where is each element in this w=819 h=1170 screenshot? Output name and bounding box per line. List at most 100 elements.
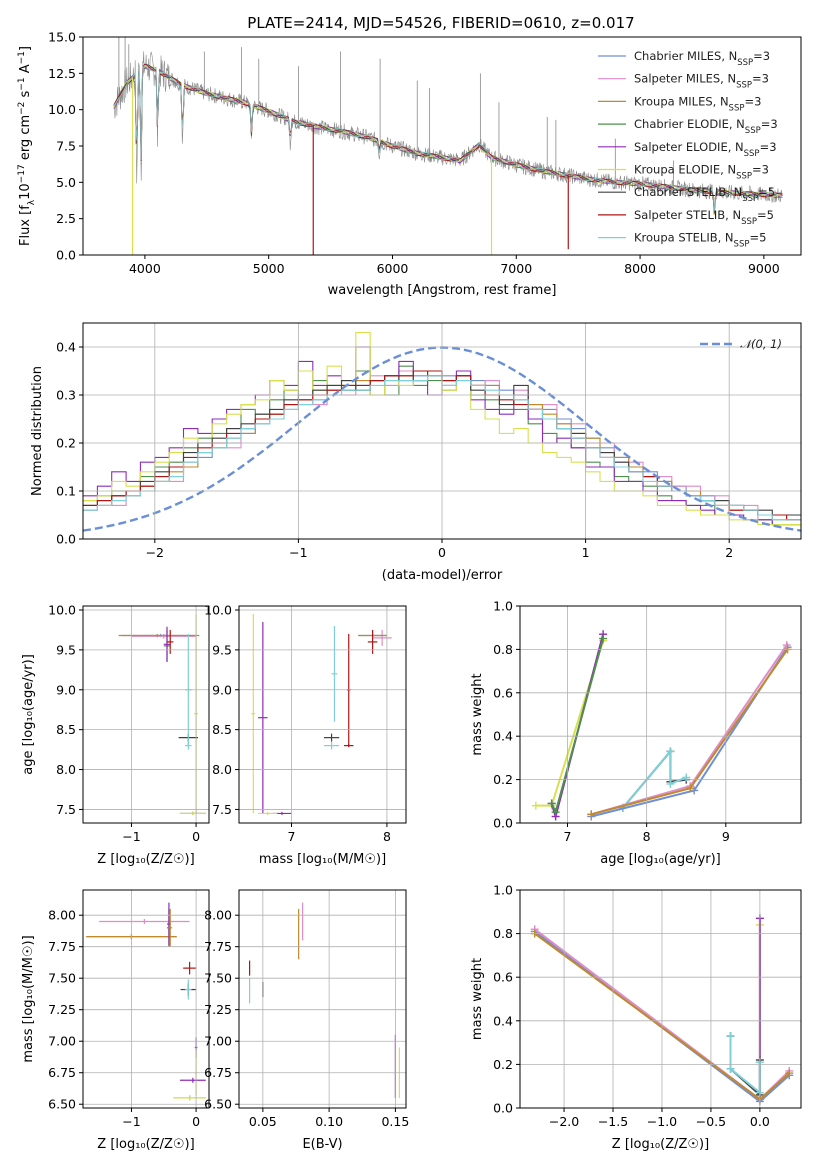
chart-spectrum: 4000 5000 6000 7000 8000 9000 0.0 2.5 5.0 7.5 10.0… (17, 30, 802, 298)
y-tick-label: 15.0 (48, 30, 76, 45)
y-tick-label: 0.8 (493, 926, 513, 941)
data-point (323, 733, 340, 742)
legend-entry: Kroupa STELIB, NSSP=5 (634, 231, 766, 250)
y-tick-label: 0.6 (493, 685, 513, 700)
y-tick-label: 0.8 (493, 642, 513, 657)
model-spectrum-kroupa-elodie (113, 65, 783, 216)
axes-frame (519, 605, 802, 824)
y-tick-label: 10.0 (204, 602, 232, 617)
x-tick-label: 2 (725, 545, 733, 560)
y-tick-label: 6.75 (204, 1065, 232, 1080)
y-tick-label: 0.6 (493, 970, 513, 985)
plot-area (113, 37, 783, 255)
y-tick-label: 7.5 (56, 139, 76, 154)
y-tick-label: 7.50 (204, 971, 232, 986)
y-tick-label: 9.0 (212, 682, 232, 697)
x-tick-label: 7 (564, 829, 572, 844)
x-tick-label: 0.15 (381, 1114, 409, 1129)
point-marker (726, 1064, 735, 1073)
point-marker (782, 641, 791, 650)
y-tick-label: 8.00 (48, 908, 76, 923)
y-axis-label: mass [log₁₀(M/M☉)] (21, 935, 36, 1062)
x-tick-label: 8 (643, 829, 651, 844)
data-point (179, 1077, 206, 1083)
x-axis-label: Z [log₁₀(Z/Z☉)] (97, 852, 194, 867)
point-marker (599, 634, 608, 643)
data-point (258, 811, 278, 816)
y-tick-label: 10.0 (48, 102, 76, 117)
x-tick-label: −1 (122, 1114, 140, 1129)
model-spectrum-kroupa-stelib (113, 65, 783, 212)
chart-weight-vs-age: 7 8 9 0.0 0.2 0.4 0.6 0.8 1.0 age [log₁₀(age/yr)]… (470, 599, 802, 867)
legend-entry: 𝒩(0, 1) (740, 337, 782, 351)
y-tick-label: 0.1 (56, 484, 76, 499)
legend-entry: Salpeter MILES, NSSP=3 (634, 72, 769, 91)
axes-frame (82, 605, 210, 824)
x-tick-label: −2.0 (549, 1114, 579, 1129)
y-axis-label: mass weight (470, 673, 485, 755)
y-tick-label: 5.0 (56, 175, 76, 190)
x-tick-label: 0.05 (249, 1114, 277, 1129)
y-tick-label: 6.75 (48, 1065, 76, 1080)
point-marker (666, 747, 675, 756)
plot-area (249, 902, 400, 1098)
y-tick-label: 0.2 (493, 1057, 513, 1072)
y-tick-label: 0.0 (56, 248, 76, 263)
chart-mass-vs-metallicity: −1 0 6.50 6.75 7.00 7.25 7.50 7.75 8.00 Z [log₁₀(… (21, 889, 210, 1152)
figure-title: PLATE=2414, MJD=54526, FIBERID=0610, z=0… (247, 14, 634, 32)
legend-entry: Chabrier STELIB, NSSP=5 (634, 185, 775, 204)
x-tick-label: 4000 (129, 261, 161, 276)
observed-spectrum (113, 51, 783, 211)
x-axis-label: wavelength [Angstrom, rest frame] (328, 283, 557, 298)
x-tick-label: 1 (582, 545, 590, 560)
legend: Chabrier MILES, NSSP=3 Salpeter MILES, NS… (598, 49, 778, 250)
y-tick-label: 7.00 (204, 1034, 232, 1049)
x-axis-label: (data-model)/error (382, 568, 503, 583)
data-point (185, 979, 192, 1000)
data-point (131, 633, 197, 639)
y-tick-label: 7.25 (48, 1002, 76, 1017)
chart-age-vs-mass: 7 8 7.5 8.0 8.5 9.0 9.5 10.0 mass [log₁₀(M/M☉)] (204, 602, 407, 867)
axes-frame (82, 889, 210, 1109)
chart-mass-vs-ebv: 0.05 0.10 0.15 6.50 6.75 7.00 7.25 7.50 7.75 8.00… (204, 889, 409, 1152)
series-line-chabrier-miles (590, 646, 789, 818)
point-marker (551, 808, 560, 817)
data-point (99, 918, 190, 925)
x-tick-label: 0.10 (315, 1114, 343, 1129)
series-line-chabrier-stelib (729, 1036, 761, 1098)
legend-entry: Kroupa MILES, NSSP=3 (634, 94, 761, 113)
point-marker (666, 779, 675, 788)
x-tick-label: 7 (288, 829, 296, 844)
x-tick-label: −1.5 (598, 1114, 628, 1129)
legend-entry: Salpeter STELIB, NSSP=5 (634, 208, 774, 227)
data-point (323, 741, 340, 750)
y-tick-label: 7.50 (48, 971, 76, 986)
point-marker (547, 799, 556, 808)
series-line-kroupa-elodie (535, 640, 605, 807)
x-tick-label: 0 (192, 829, 200, 844)
x-tick-label: 0 (192, 1114, 200, 1129)
y-axis-label: mass weight (470, 958, 485, 1040)
legend-entry: Kroupa ELODIE, NSSP=3 (634, 163, 769, 182)
x-tick-label: 8 (383, 829, 391, 844)
y-axis-label: Normed distribution (30, 366, 45, 496)
x-axis-label: Z [log₁₀(Z/Z☉)] (612, 1137, 709, 1152)
y-tick-label: 8.5 (56, 722, 76, 737)
x-tick-label: 8000 (624, 261, 656, 276)
x-axis-label: mass [log₁₀(M/M☉)] (259, 852, 386, 867)
y-tick-label: 7.5 (212, 802, 232, 817)
axes-frame (238, 605, 407, 824)
chart-age-vs-metallicity: −1 0 7.5 8.0 8.5 9.0 9.5 10.0 Z [log₁₀(Z/Z☉)] age… (21, 602, 210, 867)
x-tick-label: 9 (722, 829, 730, 844)
data-point (251, 613, 256, 814)
y-tick-label: 7.25 (204, 1002, 232, 1017)
y-tick-label: 6.50 (204, 1097, 232, 1112)
data-point (372, 629, 392, 646)
y-tick-label: 9.5 (212, 642, 232, 657)
y-tick-label: 10.0 (48, 602, 76, 617)
y-tick-label: 8.0 (212, 762, 232, 777)
x-tick-label: 0.0 (750, 1114, 770, 1129)
point-marker (785, 1069, 794, 1078)
x-tick-label: 5000 (253, 261, 285, 276)
